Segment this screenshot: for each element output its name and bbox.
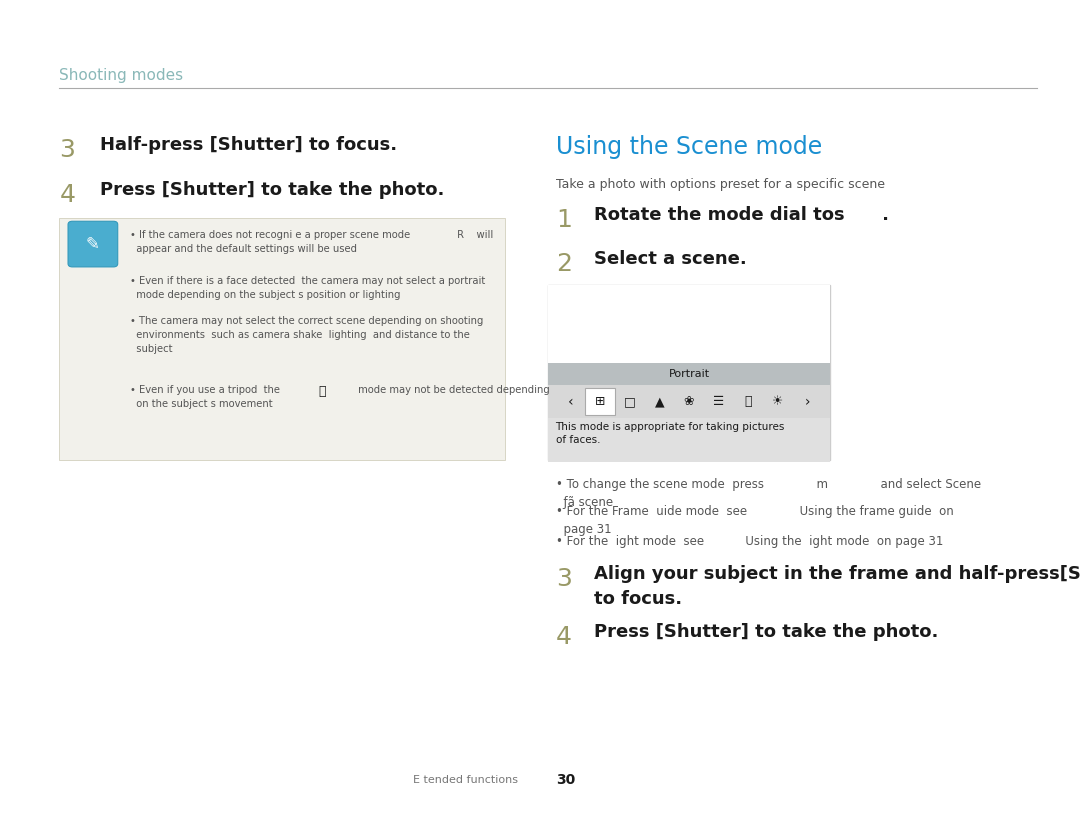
Text: ▲: ▲ — [654, 395, 664, 408]
Text: Using the Scene mode: Using the Scene mode — [556, 135, 823, 159]
Text: ›: › — [805, 394, 810, 408]
Bar — [548, 385, 831, 418]
Text: 30: 30 — [556, 773, 576, 787]
Text: • For the Frame  uide mode  see              Using the frame guide  on
  page 31: • For the Frame uide mode see Using the … — [556, 505, 954, 536]
Text: Rotate the mode dial tos      .: Rotate the mode dial tos . — [594, 205, 889, 223]
Text: Press [Shutter] to take the photo.: Press [Shutter] to take the photo. — [100, 181, 445, 199]
Text: ❀: ❀ — [684, 395, 694, 408]
Text: Half-press [Shutter] to focus.: Half-press [Shutter] to focus. — [100, 135, 397, 153]
Text: ⊞: ⊞ — [595, 395, 605, 408]
Text: Select a scene.: Select a scene. — [594, 249, 746, 267]
Text: 3: 3 — [59, 138, 76, 162]
Text: ✎: ✎ — [86, 235, 99, 253]
Text: Align your subject in the frame and half-press[Shutter]
to focus.: Align your subject in the frame and half… — [594, 565, 1080, 607]
Bar — [585, 389, 616, 415]
Text: This mode is appropriate for taking pictures
of faces.: This mode is appropriate for taking pict… — [555, 422, 785, 445]
Text: Press [Shutter] to take the photo.: Press [Shutter] to take the photo. — [594, 623, 939, 641]
Bar — [59, 218, 505, 460]
Text: ☰: ☰ — [713, 395, 725, 408]
Bar — [548, 363, 831, 385]
Bar — [548, 418, 831, 462]
Text: • For the  ight mode  see           Using the  ight mode  on page 31: • For the ight mode see Using the ight m… — [556, 535, 944, 548]
Text: ☀: ☀ — [772, 395, 784, 408]
Text: 4: 4 — [59, 183, 76, 207]
Text: 1: 1 — [556, 208, 572, 232]
Bar — [548, 285, 831, 460]
Text: • Even if you use a tripod  the                         mode may not be detected: • Even if you use a tripod the mode may … — [130, 385, 550, 409]
Text: ‹: ‹ — [567, 394, 573, 408]
Text: E tended functions: E tended functions — [414, 775, 518, 785]
Text: 3: 3 — [556, 567, 572, 591]
Text: • To change the scene mode  press              m              and select Scene
 : • To change the scene mode press m and s… — [556, 478, 982, 509]
Text: 2: 2 — [556, 252, 572, 276]
FancyBboxPatch shape — [68, 221, 118, 267]
Text: □: □ — [624, 395, 635, 408]
Text: • The camera may not select the correct scene depending on shooting
  environmen: • The camera may not select the correct … — [130, 316, 483, 354]
Text: Shooting modes: Shooting modes — [59, 68, 184, 83]
Text: • Even if there is a face detected  the camera may not select a portrait
  mode : • Even if there is a face detected the c… — [130, 276, 485, 300]
Text: ⛹: ⛹ — [319, 385, 326, 398]
Text: • If the camera does not recogni e a proper scene mode               R    will
 : • If the camera does not recogni e a pro… — [130, 230, 492, 254]
Text: 4: 4 — [556, 625, 572, 649]
Text: Take a photo with options preset for a specific scene: Take a photo with options preset for a s… — [556, 178, 886, 191]
Text: ⛔: ⛔ — [744, 395, 752, 408]
Bar — [548, 285, 831, 363]
Text: Portrait: Portrait — [669, 369, 710, 379]
